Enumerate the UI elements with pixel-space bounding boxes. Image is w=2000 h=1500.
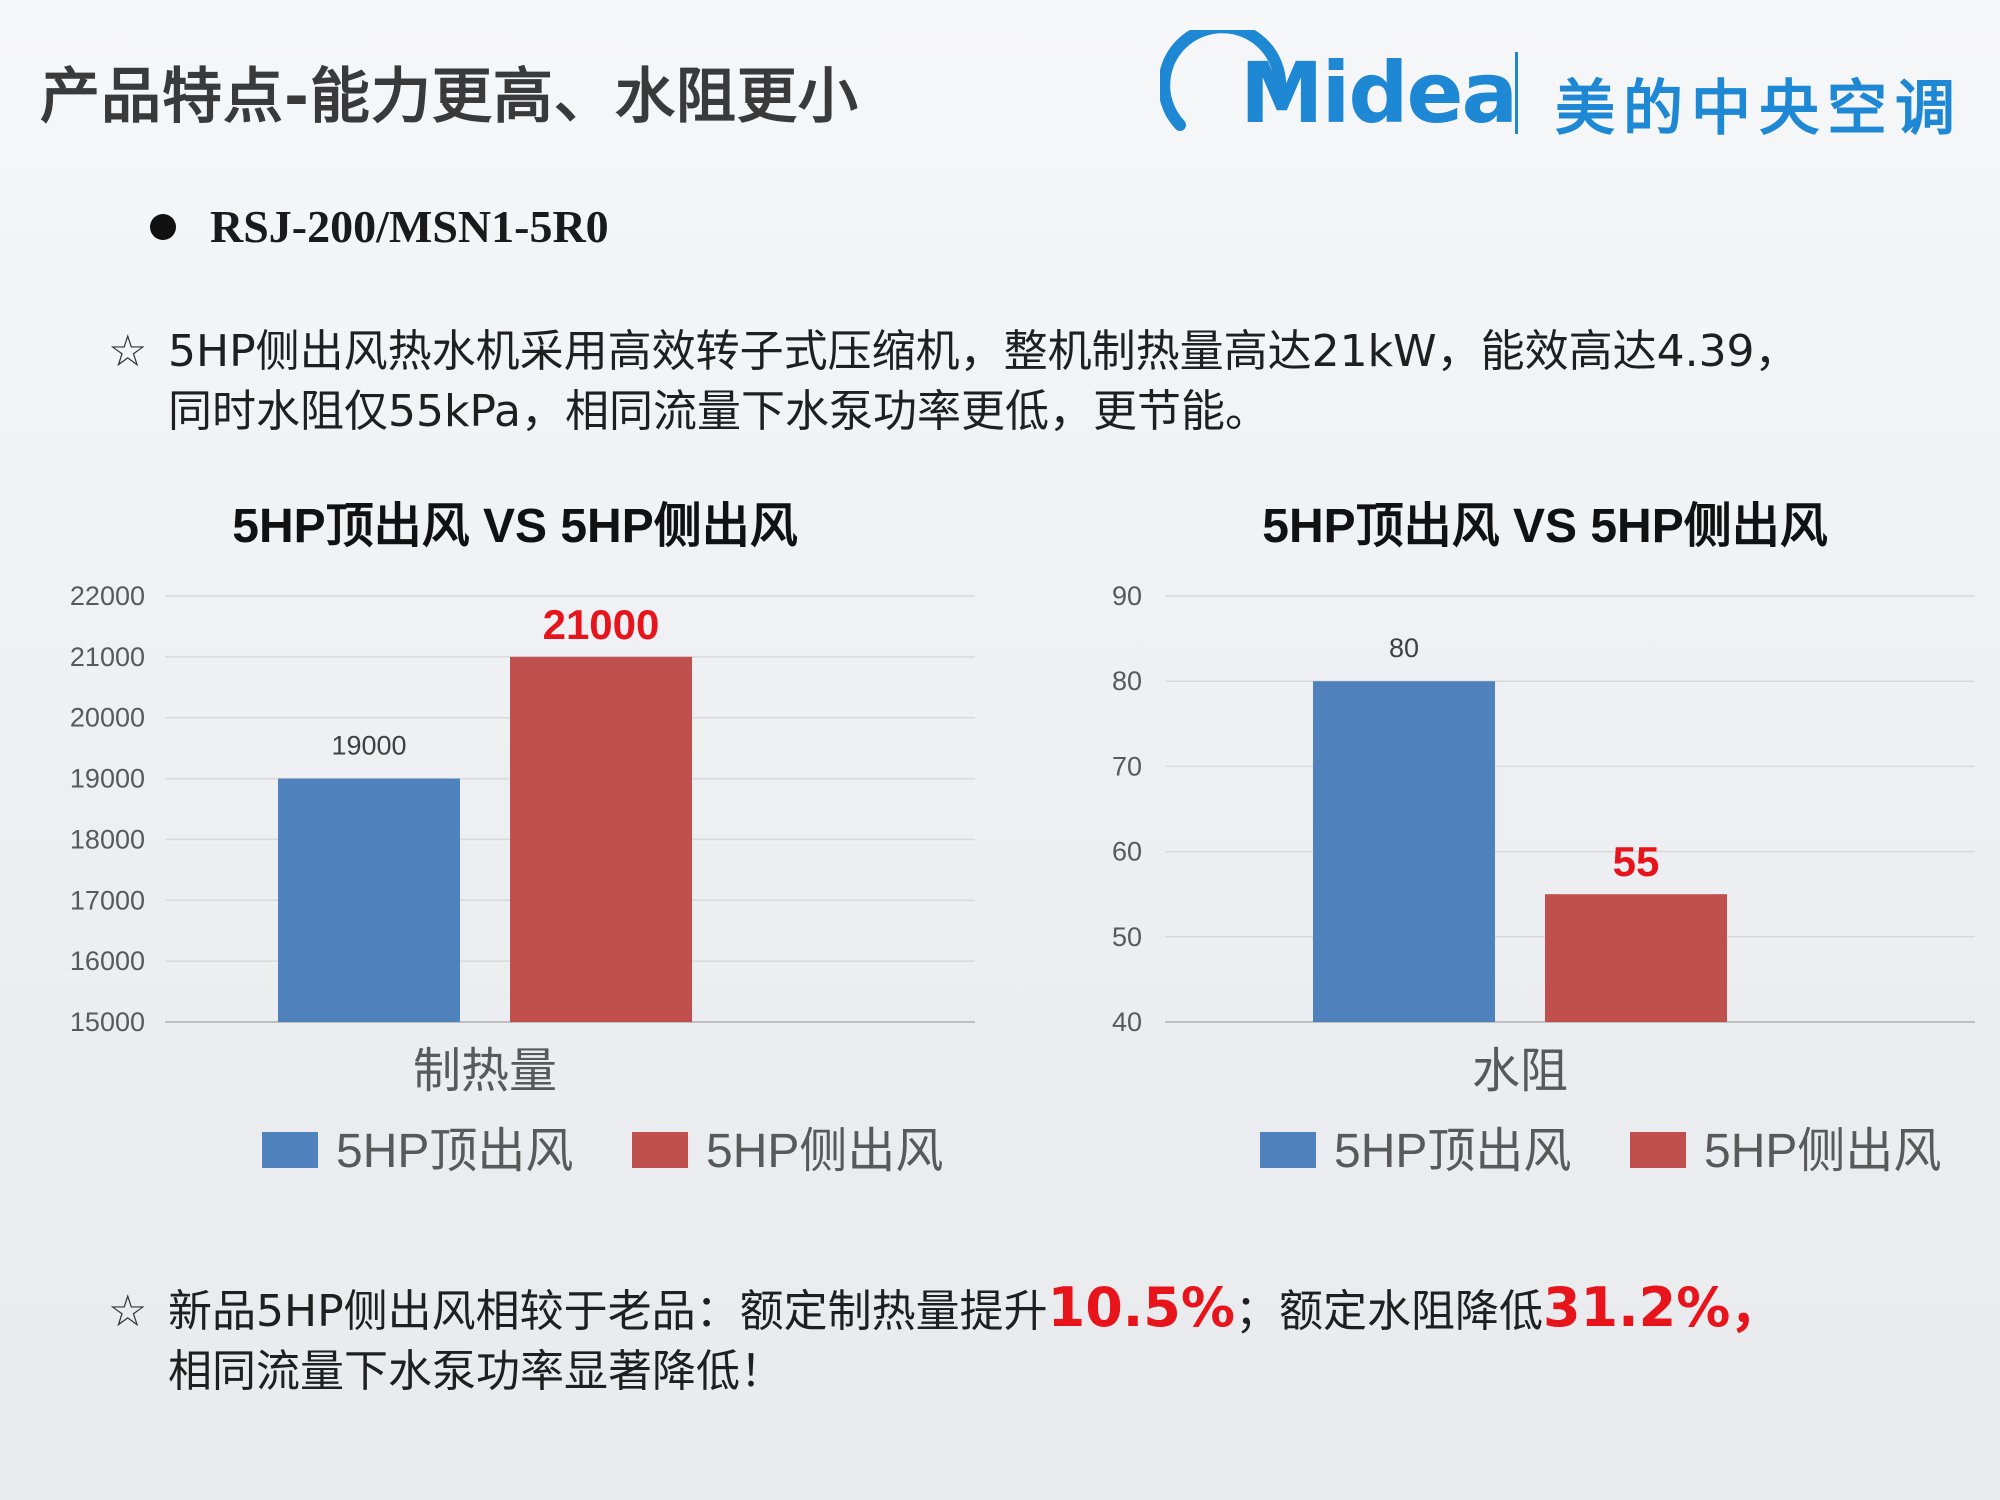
midea-arc-icon [1160, 30, 1287, 131]
y-tick-label: 19000 [70, 764, 145, 794]
y-tick-label: 70 [1112, 751, 1142, 781]
y-tick-label: 15000 [70, 1007, 145, 1037]
legend-swatch [1260, 1132, 1316, 1168]
data-label: 80 [1389, 633, 1419, 663]
bar-top-discharge [1313, 681, 1495, 1022]
summary-text-b: ；额定水阻降低 [1234, 1286, 1543, 1337]
logo-separator [1515, 52, 1518, 134]
chart-heating-capacity: 5HP顶出风 VS 5HP侧出风 15000 16000 17000 18000 1900… [70, 500, 975, 1178]
model-number: RSJ-200/MSN1-5R0 [210, 201, 609, 252]
y-tick-label: 21000 [70, 642, 145, 672]
page-title: 产品特点-能力更高、水阻更小 [40, 62, 859, 132]
legend-swatch [1630, 1132, 1686, 1168]
feature-paragraph: ☆ 5HP侧出风热水机采用高效转子式压缩机，整机制热量高达21kW，能效高达4.3… [108, 322, 1978, 442]
chart-title: 5HP顶出风 VS 5HP侧出风 [1262, 500, 1827, 553]
y-tick-label: 16000 [70, 946, 145, 976]
bar-side-discharge [1545, 894, 1727, 1022]
heating-increase-value: 10.5% [1047, 1276, 1235, 1339]
brand-logo-word: Midea [1240, 44, 1518, 142]
resistance-decrease-value: 31.2%， [1542, 1276, 1785, 1339]
bar-side-discharge [510, 656, 692, 1022]
legend-swatch [632, 1132, 688, 1168]
chart-water-resistance: 5HP顶出风 VS 5HP侧出风 40 50 60 70 80 90 80 55 水阻 5HP顶出风… [1112, 500, 1975, 1178]
y-tick-label: 50 [1112, 922, 1142, 952]
bullet-dot-icon [150, 214, 176, 241]
y-tick-label: 60 [1112, 837, 1142, 867]
data-label: 55 [1613, 838, 1660, 885]
star-icon: ☆ [108, 1286, 148, 1337]
model-bullet: RSJ-200/MSN1-5R0 [150, 200, 609, 253]
legend-label: 5HP顶出风 [336, 1125, 573, 1178]
summary-paragraph: ☆ 新品5HP侧出风相较于老品：额定制热量提升10.5%；额定水阻降低31.2%，… [108, 1278, 1978, 1402]
summary-line-2: 相同流量下水泵功率显著降低！ [168, 1346, 784, 1397]
y-tick-label: 80 [1112, 666, 1142, 696]
y-tick-label: 90 [1112, 581, 1142, 611]
feature-line-1: 5HP侧出风热水机采用高效转子式压缩机，整机制热量高达21kW，能效高达4.39… [168, 326, 1799, 377]
x-category-label: 水阻 [1472, 1045, 1568, 1098]
chart-title: 5HP顶出风 VS 5HP侧出风 [232, 500, 797, 553]
y-tick-label: 17000 [70, 885, 145, 915]
brand-logo: Midea 美的中央空调 [1160, 30, 1970, 150]
y-tick-label: 20000 [70, 703, 145, 733]
x-category-label: 制热量 [413, 1045, 557, 1098]
feature-line-2: 同时水阻仅55kPa，相同流量下水泵功率更低，更节能。 [168, 386, 1269, 437]
summary-text-a: 新品5HP侧出风相较于老品：额定制热量提升 [168, 1286, 1048, 1337]
data-label: 21000 [543, 601, 660, 648]
y-tick-label: 22000 [70, 581, 145, 611]
bar-top-discharge [278, 778, 460, 1022]
legend-label: 5HP顶出风 [1334, 1125, 1571, 1178]
legend-label: 5HP侧出风 [1704, 1125, 1941, 1178]
legend-swatch [262, 1132, 318, 1168]
brand-cn-name: 美的中央空调 [1555, 74, 1963, 144]
data-label: 19000 [331, 731, 406, 761]
star-icon: ☆ [108, 326, 148, 377]
y-tick-label: 18000 [70, 824, 145, 854]
y-tick-label: 40 [1112, 1007, 1142, 1037]
legend-label: 5HP侧出风 [706, 1125, 943, 1178]
